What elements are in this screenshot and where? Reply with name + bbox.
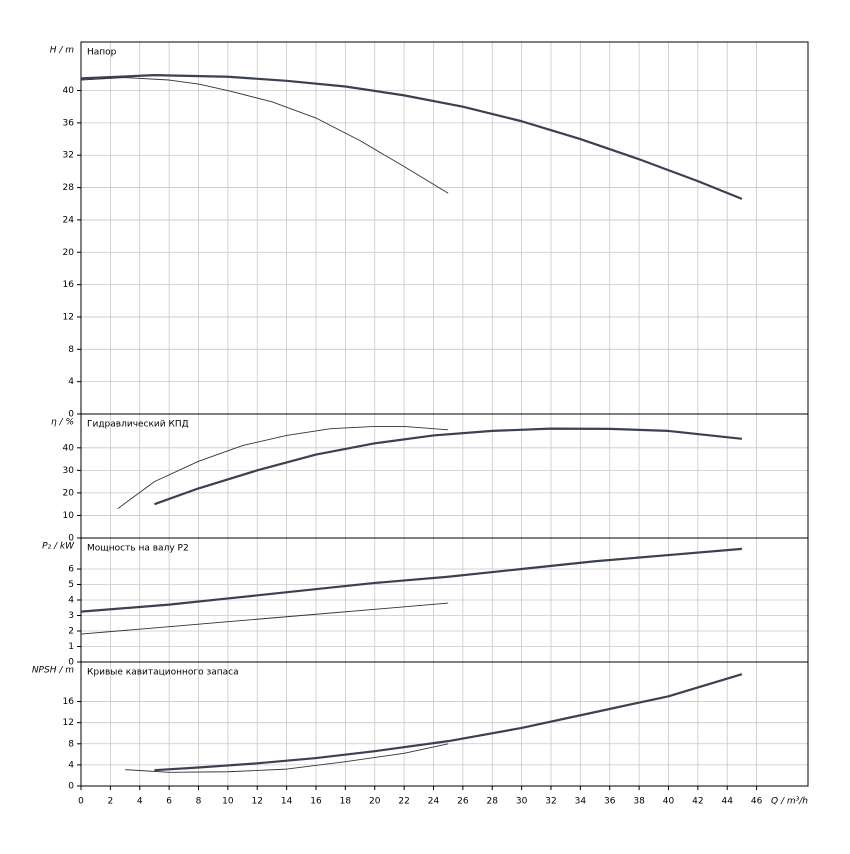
x-tick-label: 2	[108, 797, 114, 807]
x-tick-label: 26	[457, 797, 469, 807]
x-tick-label: 28	[487, 797, 499, 807]
y-axis-label: NPSH / m	[32, 666, 74, 676]
y-tick-label: 0	[68, 410, 74, 420]
x-tick-label: 20	[369, 797, 381, 807]
y-tick-label: 24	[63, 215, 75, 225]
curve	[80, 77, 449, 194]
y-tick-label: 2	[68, 627, 74, 637]
panel-title: Гидравлический КПД	[87, 420, 189, 430]
y-tick-label: 40	[63, 443, 75, 453]
x-tick-label: 10	[222, 797, 234, 807]
y-tick-label: 20	[63, 248, 75, 258]
y-axis-label: H / m	[50, 46, 75, 56]
y-tick-label: 32	[63, 151, 74, 161]
y-tick-label: 0	[68, 534, 74, 544]
y-axis-label: P₂ / kW	[42, 542, 75, 552]
y-tick-label: 4	[68, 760, 74, 770]
y-tick-label: 28	[63, 183, 75, 193]
curve	[125, 743, 449, 773]
x-tick-label: 40	[663, 797, 675, 807]
x-tick-label: 30	[516, 797, 528, 807]
plot-frame	[80, 661, 809, 787]
x-tick-label: 14	[281, 797, 293, 807]
y-tick-label: 5	[68, 580, 74, 590]
y-tick-label: 36	[63, 118, 75, 128]
x-tick-label: 46	[751, 797, 763, 807]
curve	[80, 602, 449, 635]
x-tick-label: 24	[428, 797, 440, 807]
panel-title: Напор	[87, 48, 117, 58]
y-tick-label: 0	[68, 782, 74, 792]
plot-frame	[80, 413, 809, 539]
y-tick-label: 12	[63, 718, 74, 728]
y-tick-label: 8	[68, 345, 74, 355]
y-tick-label: 20	[63, 488, 75, 498]
y-tick-label: 4	[68, 377, 74, 387]
curve	[80, 74, 743, 200]
x-tick-label: 36	[604, 797, 616, 807]
y-tick-label: 30	[63, 466, 75, 476]
x-tick-label: 32	[545, 797, 556, 807]
x-tick-label: 6	[166, 797, 172, 807]
y-tick-label: 16	[63, 697, 75, 707]
x-tick-label: 12	[252, 797, 263, 807]
x-tick-label: 16	[310, 797, 322, 807]
curve	[117, 425, 449, 510]
curve	[80, 547, 743, 613]
panel-title: Кривые кавитационного запаса	[87, 668, 239, 678]
y-tick-label: 4	[68, 596, 74, 606]
y-tick-label: 16	[63, 280, 75, 290]
y-tick-label: 0	[68, 658, 74, 668]
x-tick-label: 44	[721, 797, 733, 807]
x-axis-label: Q / m³/h	[771, 797, 808, 807]
y-tick-label: 3	[68, 611, 74, 621]
y-tick-label: 12	[63, 312, 74, 322]
x-tick-label: 0	[78, 797, 84, 807]
y-tick-label: 40	[63, 86, 75, 96]
x-tick-label: 4	[137, 797, 143, 807]
x-tick-label: 8	[196, 797, 202, 807]
x-tick-label: 42	[692, 797, 703, 807]
y-axis-label: η / %	[51, 418, 74, 428]
y-tick-label: 8	[68, 739, 74, 749]
x-tick-label: 34	[575, 797, 587, 807]
curve	[154, 427, 743, 506]
curve	[154, 673, 743, 772]
y-tick-label: 6	[68, 565, 74, 575]
y-tick-label: 10	[63, 511, 75, 521]
y-tick-label: 1	[68, 642, 74, 652]
plot-frame	[80, 41, 809, 415]
x-tick-label: 22	[398, 797, 409, 807]
panel-title: Мощность на валу P2	[87, 544, 189, 554]
x-tick-label: 38	[633, 797, 645, 807]
x-tick-label: 18	[340, 797, 352, 807]
